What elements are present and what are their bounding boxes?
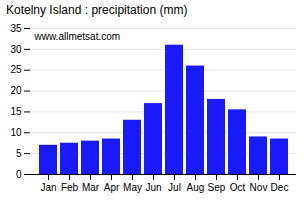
svg-text:May: May xyxy=(123,182,142,193)
svg-text:Nov: Nov xyxy=(250,182,268,193)
svg-text:Feb: Feb xyxy=(61,182,79,193)
svg-text:www.allmetsat.com: www.allmetsat.com xyxy=(34,31,121,42)
svg-text:0: 0 xyxy=(16,169,22,180)
svg-text:Jan: Jan xyxy=(40,182,56,193)
svg-text:Aug: Aug xyxy=(187,182,205,193)
svg-text:15: 15 xyxy=(10,106,22,117)
svg-text:10: 10 xyxy=(10,127,22,138)
svg-text:Dec: Dec xyxy=(271,182,289,193)
svg-text:20: 20 xyxy=(10,85,22,96)
svg-text:Sep: Sep xyxy=(208,182,226,193)
svg-text:Jun: Jun xyxy=(145,182,161,193)
html-text:Kotelny Island : precipitation: Kotelny Island : precipitation (mm) xyxy=(6,3,188,17)
svg-text:Mar: Mar xyxy=(82,182,100,193)
svg-text:25: 25 xyxy=(10,64,22,75)
svg-text:Apr: Apr xyxy=(104,182,120,193)
svg-text:30: 30 xyxy=(10,44,22,55)
svg-text:35: 35 xyxy=(10,23,22,34)
svg-text:Jul: Jul xyxy=(168,182,181,193)
svg-text:5: 5 xyxy=(16,148,22,159)
svg-text:Oct: Oct xyxy=(230,182,246,193)
